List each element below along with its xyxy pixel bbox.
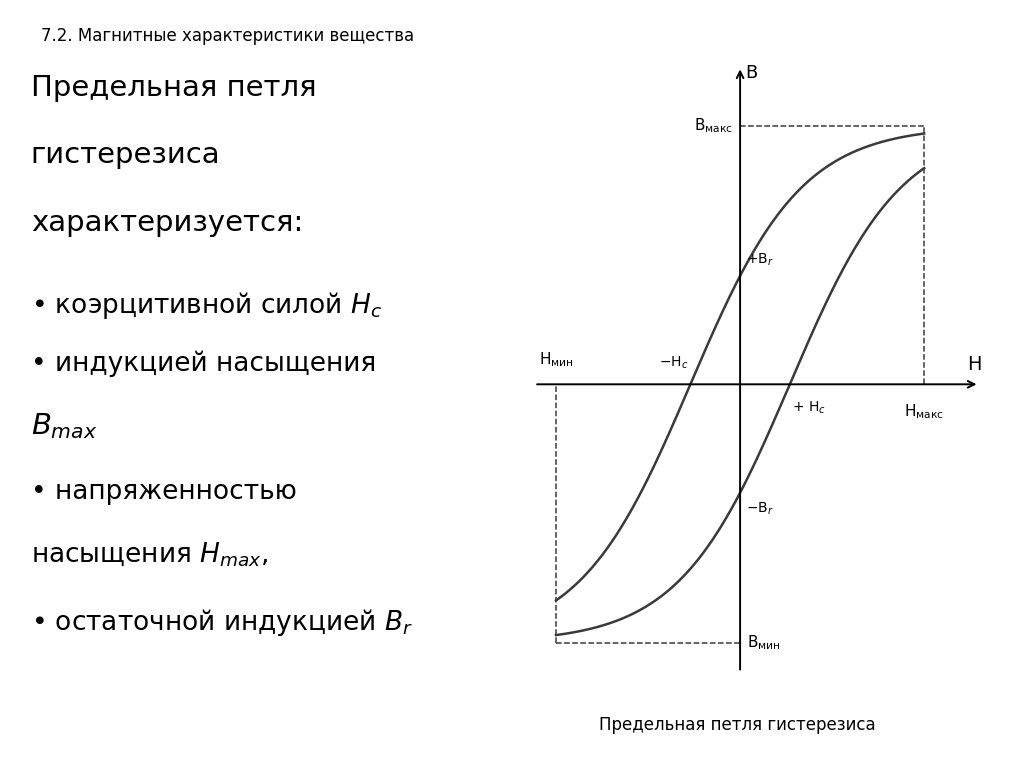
- Text: B$_{\mathregular{макс}}$: B$_{\mathregular{макс}}$: [694, 117, 733, 135]
- Text: $-$B$_r$: $-$B$_r$: [745, 501, 773, 517]
- Text: H: H: [967, 355, 981, 374]
- Text: $-$H$_c$: $-$H$_c$: [659, 355, 688, 371]
- Text: • коэрцитивной силой $\mathbf{\mathit{H_c}}$: • коэрцитивной силой $\mathbf{\mathit{H_…: [31, 290, 382, 321]
- Text: B$_{\mathregular{мин}}$: B$_{\mathregular{мин}}$: [748, 634, 781, 652]
- Text: Предельная петля: Предельная петля: [31, 74, 316, 102]
- Text: • остаточной индукцией $\mathbf{\mathit{B_r}}$: • остаточной индукцией $\mathbf{\mathit{…: [31, 607, 413, 638]
- Text: H$_{\mathregular{макс}}$: H$_{\mathregular{макс}}$: [904, 403, 944, 421]
- Text: B: B: [745, 64, 758, 82]
- Text: H$_{\mathregular{мин}}$: H$_{\mathregular{мин}}$: [539, 350, 573, 369]
- Text: • индукцией насыщения: • индукцией насыщения: [31, 351, 376, 377]
- Text: • напряженностью: • напряженностью: [31, 479, 297, 505]
- Text: 7.2. Магнитные характеристики вещества: 7.2. Магнитные характеристики вещества: [41, 27, 414, 44]
- Text: $\mathbf{\mathit{B_{max}}}$: $\mathbf{\mathit{B_{max}}}$: [31, 411, 97, 441]
- Text: характеризуется:: характеризуется:: [31, 209, 303, 237]
- Text: гистерезиса: гистерезиса: [31, 141, 220, 170]
- Text: +B$_r$: +B$_r$: [745, 252, 773, 268]
- Text: + H$_c$: + H$_c$: [792, 400, 825, 416]
- Text: Предельная петля гистерезиса: Предельная петля гистерезиса: [599, 716, 876, 734]
- Text: насыщения $\mathbf{\mathit{H_{max}}}$,: насыщения $\mathbf{\mathit{H_{max}}}$,: [31, 540, 268, 568]
